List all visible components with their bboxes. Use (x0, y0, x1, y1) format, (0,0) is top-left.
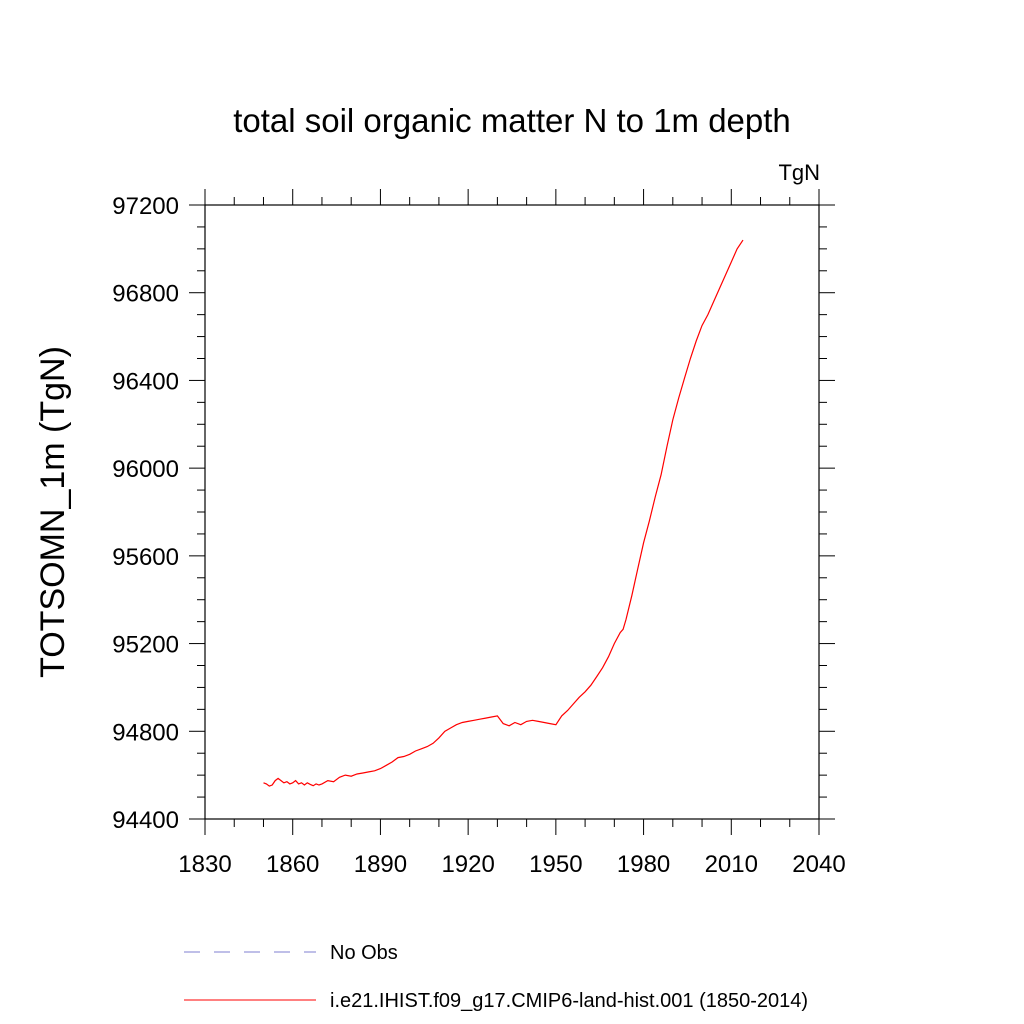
y-tick-label: 96800 (112, 281, 179, 308)
legend: No Obs i.e21.IHIST.f09_g17.CMIP6-land-his… (184, 942, 808, 1012)
y-tick-label: 94800 (112, 719, 179, 746)
y-tick-label: 95600 (112, 544, 179, 571)
axis-ticks (189, 189, 835, 835)
y-tick-labels: 94400 94800 95200 95600 96000 96400 96800 97200 (112, 193, 179, 834)
y-tick-label: 97200 (112, 193, 179, 220)
legend-label-1: i.e21.IHIST.f09_g17.CMIP6-land-hist.001 … (330, 990, 808, 1012)
y-axis-label: TOTSOMN_1m (TgN) (34, 346, 72, 678)
chart-title: total soil organic matter N to 1m depth (233, 102, 791, 139)
x-tick-label: 1920 (441, 851, 494, 878)
y-tick-label: 96000 (112, 456, 179, 483)
x-tick-label: 1890 (354, 851, 407, 878)
y-tick-label: 94400 (112, 807, 179, 834)
series-line-1 (263, 239, 744, 787)
y-tick-label: 95200 (112, 632, 179, 659)
y-tick-label: 96400 (112, 368, 179, 395)
x-tick-label: 2010 (705, 851, 758, 878)
plot-frame (204, 204, 820, 820)
x-tick-label: 1980 (617, 851, 670, 878)
x-tick-label: 1830 (178, 851, 231, 878)
x-tick-label: 1860 (266, 851, 319, 878)
x-tick-label: 2040 (792, 851, 845, 878)
x-tick-label: 1950 (529, 851, 582, 878)
legend-label-0: No Obs (330, 942, 398, 964)
units-label: TgN (778, 160, 820, 185)
x-tick-labels: 1830 1860 1890 1920 1950 1980 2010 2040 (178, 851, 845, 878)
data-series (263, 239, 744, 787)
